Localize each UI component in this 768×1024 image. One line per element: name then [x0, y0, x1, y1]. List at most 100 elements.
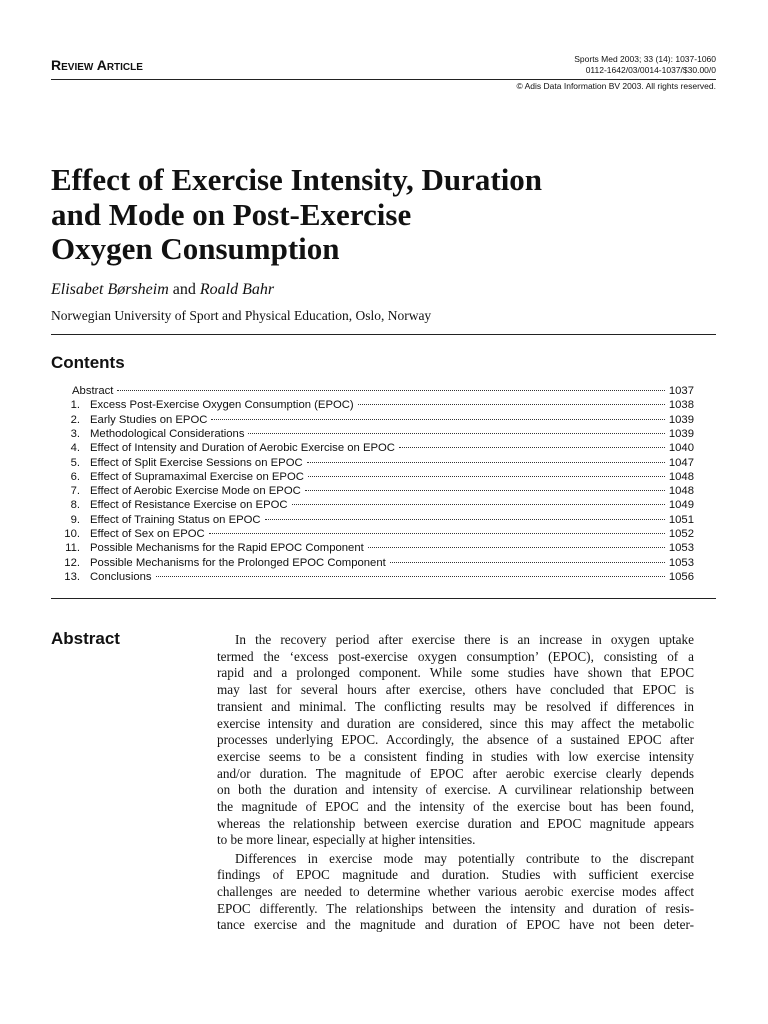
text-line: In the recovery period after exercise th…	[235, 632, 694, 647]
toc-title: Effect of Sex on EPOC	[90, 528, 205, 540]
toc-title: Effect of Split Exercise Sessions on EPO…	[90, 456, 303, 469]
dot-leader	[155, 575, 665, 577]
text-line: termed the ‘excess post-exercise oxygen …	[217, 648, 694, 664]
toc-entry: 12. Possible Mechanisms for the Prolonged…	[60, 557, 694, 571]
dot-leader	[304, 490, 665, 492]
toc-entry: 13. Conclusions 1056	[60, 571, 694, 585]
toc-page: 1039	[668, 413, 694, 426]
toc-page: 1052	[668, 528, 694, 540]
dot-leader	[389, 561, 665, 563]
toc-title: Abstract	[72, 385, 114, 397]
toc-entry: 8. Effect of Resistance Exercise on EPOC 1…	[60, 499, 694, 513]
toc-title: Possible Mechanisms for the Rapid EPOC C…	[90, 542, 364, 555]
toc-title: Excess Post-Exercise Oxygen Consumption …	[90, 399, 354, 412]
text-line: may last for several hours after exercis…	[217, 682, 694, 698]
toc-page: 1053	[668, 556, 694, 569]
text-line: whereas the relationship between exercis…	[217, 815, 694, 831]
toc-number: 10.	[64, 528, 80, 540]
section-label: Review Article	[51, 57, 143, 73]
toc-page: 1039	[668, 427, 694, 440]
authors: Elisabet Børsheim and Roald Bahr	[51, 281, 274, 299]
text-line: rapid and a prolonged component. While s…	[217, 665, 694, 681]
toc-title: Effect of Training Status on EPOC	[90, 513, 261, 526]
dot-leader	[306, 461, 665, 463]
toc-number: 9.	[70, 513, 80, 526]
toc-page: 1037	[668, 385, 694, 397]
toc-entry: 4. Effect of Intensity and Duration of Ae…	[60, 442, 694, 456]
dot-leader	[248, 432, 665, 434]
text-line: EPOC differently. The relationships betw…	[217, 900, 694, 916]
toc-title: Early Studies on EPOC	[90, 413, 208, 426]
toc-title: Conclusions	[90, 570, 152, 583]
author: Elisabet Børsheim	[51, 281, 169, 298]
toc-number: 3.	[70, 427, 80, 440]
toc-page: 1053	[668, 542, 694, 555]
toc-number: 6.	[70, 470, 80, 483]
toc-page: 1040	[668, 442, 694, 455]
toc-number: 2.	[70, 413, 80, 426]
code: 0112-1642/03/0014-1037/$30.00/0	[585, 65, 716, 75]
toc-title: Effect of Supramaximal Exercise on EPOC	[90, 470, 304, 483]
abstract-heading: Abstract	[51, 629, 120, 648]
toc-number: 7.	[70, 485, 80, 498]
toc-entry: 1. Excess Post-Exercise Oxygen Consumptio…	[60, 399, 694, 413]
text-line: the magnitude of EPOC and the intensity …	[217, 799, 694, 814]
toc-title: Effect of Intensity and Duration of Aero…	[90, 442, 395, 455]
dot-leader	[291, 504, 665, 506]
toc-number: 11.	[65, 542, 80, 555]
text-line: on both the duration and intensity of ex…	[217, 782, 694, 798]
toc-page: 1047	[668, 456, 694, 469]
rule	[51, 334, 716, 335]
toc-entry: 5. Effect of Split Exercise Sessions on E…	[60, 457, 694, 471]
toc-number: 1.	[70, 399, 80, 412]
contents-heading: Contents	[51, 353, 125, 372]
rule	[51, 598, 716, 599]
toc-entry: 11. Possible Mechanisms for the Rapid EPO…	[60, 542, 694, 556]
author: Roald Bahr	[199, 281, 275, 298]
title-line: Effect of Exercise Intensity, Duration	[51, 162, 543, 197]
title-line: Oxygen Consumption	[51, 231, 340, 266]
toc-entry: 6. Effect of Supramaximal Exercise on EPO…	[60, 471, 694, 485]
conjunction: and	[172, 281, 196, 298]
toc-page: 1051	[668, 513, 694, 526]
text-line: tance exercise and the magnitude and dur…	[217, 917, 694, 933]
toc-number: 5.	[70, 456, 80, 469]
toc-title: Possible Mechanisms for the Prolonged EP…	[90, 556, 386, 569]
toc-title: Effect of Aerobic Exercise Mode on EPOC	[90, 485, 301, 498]
toc-page: 1056	[668, 570, 694, 583]
text-line: findings of EPOC magnitude and duration.…	[217, 867, 694, 883]
text-line: exercise seems to be a consistent findin…	[217, 748, 694, 764]
rule	[51, 79, 716, 80]
text-line: and/or duration. The magnitude of EPOC a…	[217, 765, 694, 781]
toc-page: 1048	[668, 470, 694, 483]
dot-leader	[264, 518, 665, 520]
toc-entry: 10. Effect of Sex on EPOC 1052	[60, 528, 694, 542]
toc-entry: 7. Effect of Aerobic Exercise Mode on EPO…	[60, 485, 694, 499]
affiliation: Norwegian University of Sport and Physic…	[51, 308, 432, 323]
toc-number: 13.	[64, 570, 80, 583]
toc-title: Methodological Considerations	[90, 427, 245, 440]
title-line: and Mode on Post-Exercise	[51, 197, 412, 232]
text-line: transient and minimal. The conflicting r…	[217, 698, 694, 714]
dot-leader	[208, 533, 665, 534]
dot-leader	[211, 418, 665, 420]
dot-leader	[117, 390, 665, 391]
text-line: challenges are needed to determine wheth…	[217, 884, 694, 899]
toc-page: 1049	[668, 499, 694, 512]
dot-leader	[367, 547, 665, 549]
text-line: processes underlying EPOC. Accordingly, …	[217, 732, 694, 748]
copyright: © Adis Data Information BV 2003. All rig…	[516, 81, 716, 91]
toc-number: 12.	[64, 556, 80, 569]
toc-number: 8.	[70, 499, 80, 512]
toc-entry: 9. Effect of Training Status on EPOC 1051	[60, 514, 694, 528]
toc-number: 4.	[70, 442, 80, 455]
toc-entry: Abstract 1037	[72, 385, 694, 399]
toc-title: Effect of Resistance Exercise on EPOC	[90, 499, 288, 512]
text-line: exercise intensity and duration are cons…	[217, 715, 694, 731]
dot-leader	[307, 475, 665, 477]
citation: Sports Med 2003; 33 (14): 1037-1060	[574, 54, 716, 64]
toc-page: 1048	[668, 485, 694, 498]
text-line: to be more linear, especially at higher …	[217, 832, 476, 848]
text-line: Differences in exercise mode may potenti…	[235, 850, 694, 866]
